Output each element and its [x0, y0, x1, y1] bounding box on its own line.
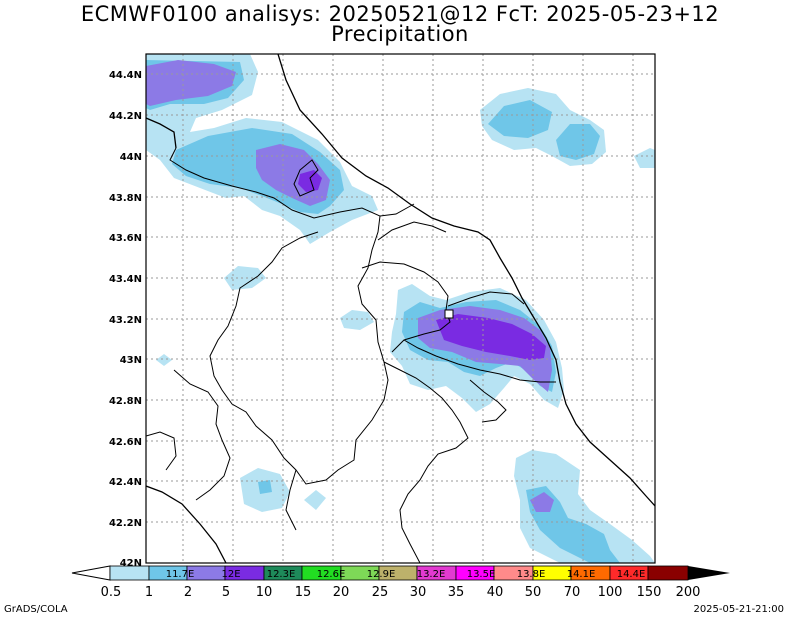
colorbar-box-label: 12E [221, 569, 240, 580]
precip-area-central-purple [436, 314, 546, 360]
precipitation-fields [146, 54, 655, 563]
colorbar-box [109, 565, 150, 581]
colorbar-value: 0.5 [101, 585, 122, 600]
lat-label: 42.8N [109, 396, 142, 407]
colorbar-box-label: 13.5E [467, 569, 496, 580]
colorbar-value: 1 [145, 585, 153, 600]
colorbar-box-label: 11.7E [166, 569, 195, 580]
lat-label: 42N [120, 558, 142, 569]
colorbar-value: 100 [598, 585, 623, 600]
colorbar-value: 35 [448, 585, 465, 600]
precip-area-nw-violet [146, 60, 330, 206]
latitude-labels: 44.4N 44.2N 44N 43.8N 43.6N 43.4N 43.2N … [109, 70, 142, 569]
lat-label: 44.4N [109, 70, 142, 81]
colorbar-value: 25 [372, 585, 389, 600]
colorbar-box-label: 12.9E [367, 569, 396, 580]
coastline [277, 54, 655, 507]
city-marker [444, 309, 454, 319]
coastline-south [146, 485, 227, 563]
lat-label: 44N [120, 152, 142, 163]
colorbar-box [647, 565, 689, 581]
lat-label: 42.6N [109, 437, 142, 448]
colorbar-value: 70 [564, 585, 581, 600]
coastline-tyrrhenian [146, 117, 177, 149]
region-borders [146, 147, 556, 563]
colorbar-value: 50 [525, 585, 542, 600]
colorbar-value: 2 [184, 585, 192, 600]
precip-area-w-small-3 [156, 354, 172, 366]
lat-label: 43N [120, 355, 142, 366]
colorbar-box-label: 14.4E [617, 569, 646, 580]
colorbar-value: 200 [676, 585, 701, 600]
colorbar-low-arrow [71, 565, 111, 581]
map-title: ECMWF0100 analisys: 20250521@12 FcT: 202… [80, 2, 720, 26]
colorbar-high-arrow [688, 566, 730, 580]
precip-area-s-violet [530, 492, 554, 512]
colorbar-value: 30 [410, 585, 427, 600]
colorbar-value: 5 [222, 585, 230, 600]
colorbar-box-label: 14.1E [567, 569, 596, 580]
colorbar: 11.7E 12E 12.3E 12.6E 12.9E 13.2E 13.5E … [71, 565, 730, 600]
lat-label: 43.6N [109, 233, 142, 244]
precip-area-w-small-1 [224, 266, 266, 290]
colorbar-value: 150 [637, 585, 662, 600]
map-subtitle: Precipitation [331, 22, 469, 46]
colorbar-value: 20 [333, 585, 350, 600]
lat-label: 43.4N [109, 274, 142, 285]
colorbar-value: 15 [295, 585, 312, 600]
colorbar-value: 10 [256, 585, 273, 600]
colorbar-box-label: 13.8E [517, 569, 546, 580]
colorbar-value: 40 [487, 585, 504, 600]
lat-label: 43.8N [109, 193, 142, 204]
lat-label: 42.2N [109, 518, 142, 529]
lat-label: 42.4N [109, 477, 142, 488]
plot-frame [145, 53, 656, 564]
lat-label: 43.2N [109, 315, 142, 326]
footer-right: 2025-05-21-21:00 [693, 604, 784, 615]
colorbar-box-label: 13.2E [417, 569, 446, 580]
precip-area-nw-purple [298, 170, 322, 192]
footer-left: GrADS/COLA [4, 604, 68, 615]
colorbar-box-label: 12.3E [267, 569, 296, 580]
lat-label: 44.2N [109, 111, 142, 122]
precip-area-w-small-2 [340, 310, 374, 330]
precip-area-s-medium [258, 480, 620, 563]
map-boundaries [146, 54, 655, 563]
colorbar-box-label: 12.6E [317, 569, 346, 580]
